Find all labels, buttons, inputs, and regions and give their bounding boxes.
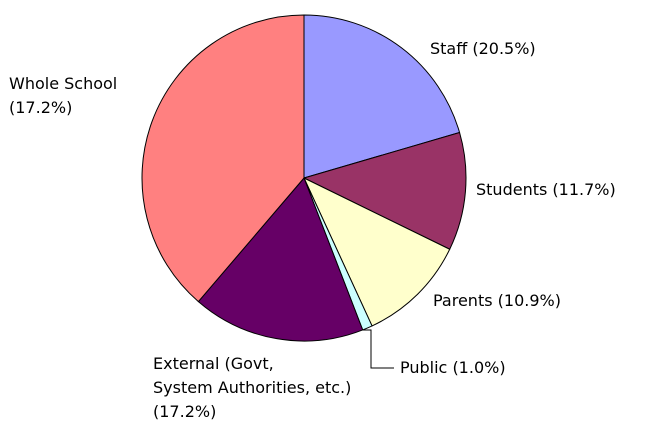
slice-label-staff: Staff (20.5%) <box>430 39 536 58</box>
slice-labels: Staff (20.5%) Students (11.7%) Parents (10… <box>9 39 616 421</box>
slice-label-line: Staff (20.5%) <box>430 39 536 58</box>
leader-line-public <box>363 329 394 369</box>
pie-slice-staff <box>303 14 461 179</box>
slice-label-public: Public (1.0%) <box>400 358 506 377</box>
slice-label-students: Students (11.7%) <box>476 180 616 199</box>
slice-label-line: Students (11.7%) <box>476 180 616 199</box>
slice-label-external-govt-system-authorities-etc: External (Govt, System Authorities, etc.)… <box>153 354 351 421</box>
pie-slices <box>141 14 467 342</box>
slice-label-line: External (Govt, <box>153 354 274 373</box>
slice-label-parents: Parents (10.9%) <box>433 291 561 310</box>
pie-slice-students <box>303 132 467 250</box>
pie-slice-parents <box>303 177 451 327</box>
leader-lines <box>363 329 394 369</box>
slice-label-line: System Authorities, etc.) <box>153 378 351 397</box>
slice-label-line: (17.2%) <box>9 98 72 117</box>
slice-label-line: Parents (10.9%) <box>433 291 561 310</box>
slice-label-line: Whole School <box>9 74 117 93</box>
slice-label-line: (17.2%) <box>153 402 216 421</box>
slice-label-whole-school: Whole School (17.2%) <box>9 74 117 117</box>
pie-slice-external-govt-system-authorities-etc <box>197 177 364 342</box>
slice-label-line: Public (1.0%) <box>400 358 506 377</box>
pie-slice-whole-school <box>141 14 305 303</box>
